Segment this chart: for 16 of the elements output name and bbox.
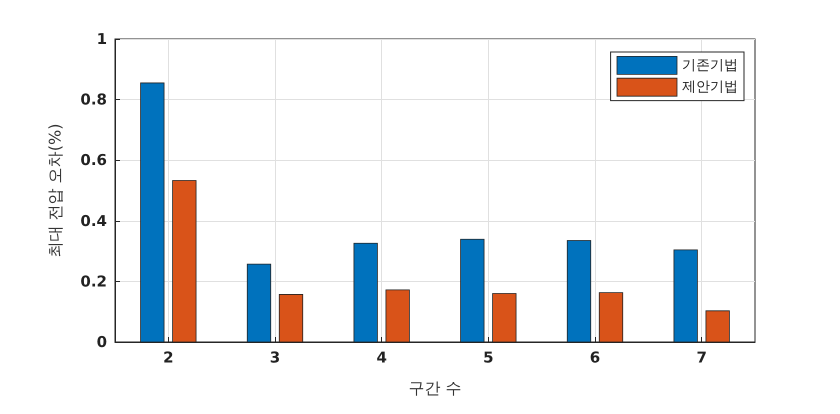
y-tick-label: 0.2 [80,272,107,290]
y-tick-label: 0.4 [80,212,107,230]
x-tick-label: 6 [590,348,600,366]
y-tick-label: 0 [96,333,107,351]
x-tick-label: 4 [376,348,387,366]
y-tick-label: 1 [96,30,107,48]
x-tick-label: 7 [696,348,707,366]
x-tick-label: 2 [163,348,174,366]
x-axis-title: 구간 수 [408,378,462,398]
x-tick-label: 5 [483,348,494,366]
x-tick-label: 3 [270,348,280,366]
y-tick-label: 0.8 [80,90,107,109]
y-tick-label: 0.6 [80,151,107,170]
y-axis-title: 최대 전압 오차(%) [46,124,64,258]
legend-label: 제안기법 [682,79,738,96]
legend-label: 기존기법 [682,57,738,74]
